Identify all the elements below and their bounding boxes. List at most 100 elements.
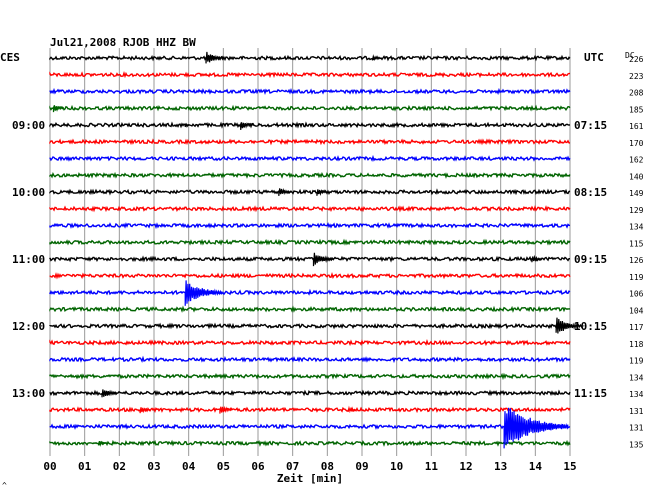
dc-value: 208	[629, 89, 644, 98]
x-tick-label: 13	[494, 460, 507, 473]
x-tick-label: 02	[113, 460, 126, 473]
trace-row-6	[49, 154, 571, 162]
grid-lines	[49, 48, 571, 456]
event-5	[278, 187, 292, 196]
trace-row-23	[49, 439, 571, 447]
x-tick-label: 10	[390, 460, 403, 473]
x-tick-label: 04	[182, 460, 196, 473]
right-time-label: 09:15	[574, 253, 607, 266]
event-9	[184, 280, 223, 306]
trace-row-18	[49, 355, 571, 364]
trace-row-17	[49, 339, 571, 347]
left-time-labels: 09:00 10:00 11:00 12:00 13:00	[12, 119, 45, 400]
x-axis-label: Zeit [min]	[277, 472, 343, 485]
event-16	[97, 440, 106, 447]
dc-value: 119	[629, 273, 644, 282]
x-tick-label: 09	[355, 460, 368, 473]
dc-value: 226	[629, 55, 644, 64]
event-6	[316, 189, 328, 196]
x-tick-label: 11	[425, 460, 439, 473]
event-13	[219, 405, 233, 414]
left-time-label: 11:00	[12, 253, 45, 266]
event-traces	[52, 51, 583, 449]
dc-value: 223	[629, 72, 644, 81]
event-4	[184, 122, 190, 128]
trace-row-9	[49, 205, 571, 213]
trace-row-10	[49, 222, 571, 230]
x-tick-label: 15	[563, 460, 576, 473]
right-time-label: 07:15	[574, 119, 607, 132]
right-time-label: 10:15	[574, 320, 607, 333]
x-tick-label: 00	[43, 460, 56, 473]
footer-mark: ^	[2, 481, 7, 490]
trace-row-5	[49, 138, 571, 146]
dc-header: DC	[625, 51, 635, 60]
x-tick-label: 06	[251, 460, 265, 473]
event-7	[312, 252, 335, 267]
dc-value-labels: 226 223 208 185 161 170 162 140 149 129 134 115 126 1…	[629, 55, 644, 449]
dc-value: 149	[629, 189, 644, 198]
trace-row-3	[49, 104, 571, 112]
trace-row-7	[49, 171, 571, 179]
trace-row-19	[49, 372, 571, 381]
dc-value: 134	[629, 390, 644, 399]
right-time-label: 08:15	[574, 186, 607, 199]
dc-value: 162	[629, 156, 644, 165]
x-tick-label: 14	[529, 460, 543, 473]
event-12	[139, 407, 151, 414]
dc-value: 129	[629, 206, 644, 215]
trace-row-13	[49, 271, 571, 280]
trace-row-22	[49, 422, 571, 431]
trace-row-8	[49, 188, 571, 196]
event-14	[347, 405, 356, 414]
dc-value: 104	[629, 306, 644, 315]
right-timezone-label: UTC	[584, 51, 604, 64]
trace-row-12	[49, 255, 570, 263]
trace-row-4	[49, 121, 571, 129]
dc-value: 117	[629, 323, 644, 332]
right-time-labels: 07:15 08:15 09:15 10:15 11:15	[574, 119, 607, 400]
trace-row-20	[49, 389, 571, 397]
dc-value: 140	[629, 172, 644, 181]
dc-value: 134	[629, 223, 644, 232]
left-time-label: 13:00	[12, 387, 45, 400]
event-0	[205, 51, 225, 64]
dc-value: 119	[629, 357, 644, 366]
x-tick-label: 03	[147, 460, 160, 473]
trace-row-14	[49, 288, 571, 296]
trace-row-2	[49, 87, 571, 96]
event-8	[531, 254, 543, 263]
event-1	[371, 54, 380, 62]
event-10	[555, 317, 583, 334]
trace-row-15	[49, 305, 571, 313]
x-tick-label: 01	[78, 460, 92, 473]
trace-row-16	[49, 322, 571, 330]
dc-value: 161	[629, 122, 644, 131]
x-tick-label: 12	[459, 460, 472, 473]
x-tick-label: 05	[217, 460, 230, 473]
trace-row-21	[49, 406, 571, 414]
dc-value: 131	[629, 407, 644, 416]
right-time-label: 11:15	[574, 387, 607, 400]
trace-row-0	[49, 54, 571, 62]
trace-row-11	[49, 238, 571, 246]
event-3	[240, 122, 254, 130]
left-timezone-label: CES	[0, 51, 20, 64]
event-11	[101, 389, 118, 398]
left-time-label: 09:00	[12, 119, 45, 132]
dc-value: 170	[629, 139, 644, 148]
left-time-label: 10:00	[12, 186, 45, 199]
dc-value: 115	[629, 239, 644, 248]
dc-value: 135	[629, 440, 644, 449]
x-tick-label: 07	[286, 460, 299, 473]
dc-value: 185	[629, 105, 644, 114]
dc-value: 118	[629, 340, 644, 349]
event-2	[52, 105, 64, 113]
x-tick-labels: 00 01 02 03 04 05 06 07 08 09 10 11 12 13 14 15	[43, 460, 576, 473]
dc-value: 106	[629, 290, 644, 299]
traces	[49, 54, 571, 447]
event-15	[503, 407, 569, 449]
dc-value: 126	[629, 256, 644, 265]
dc-value: 134	[629, 373, 644, 382]
